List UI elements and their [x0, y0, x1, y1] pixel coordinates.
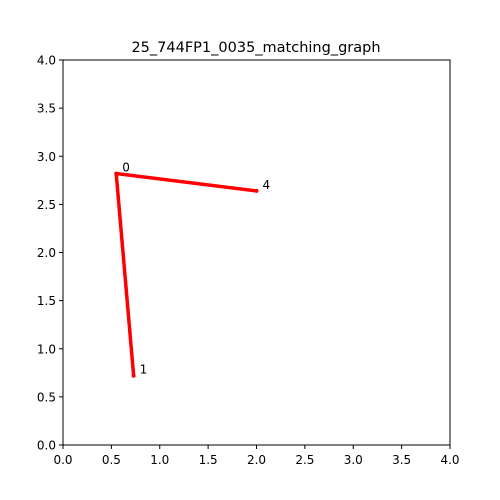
y-tick-label: 1.5	[37, 294, 56, 308]
y-tick-label: 3.5	[37, 102, 56, 116]
node-label-1: 1	[140, 363, 148, 377]
x-tick-label: 1.5	[199, 453, 218, 467]
y-tick-label: 2.0	[37, 246, 56, 260]
edge-0-4	[114, 171, 259, 193]
nodes-layer: 0 4 1	[114, 161, 270, 378]
node-label-4: 4	[263, 178, 271, 192]
x-tick-label: 1.0	[150, 453, 169, 467]
y-tick-label: 4.0	[37, 54, 56, 68]
x-tick-label: 4.0	[440, 453, 459, 467]
x-tick-label: 0.5	[102, 453, 121, 467]
y-tick-label: 3.0	[37, 150, 56, 164]
x-tick-label: 2.5	[295, 453, 314, 467]
y-tick-label: 0.0	[37, 439, 56, 453]
chart-title: 25_744FP1_0035_matching_graph	[131, 40, 380, 56]
node-point-1	[131, 373, 136, 378]
node-label-0: 0	[122, 161, 130, 175]
edges-layer	[114, 171, 259, 378]
y-tick-label: 1.0	[37, 342, 56, 356]
node-point-0	[114, 171, 119, 176]
y-tick-label: 2.5	[37, 198, 56, 212]
plot-frame	[62, 59, 451, 446]
x-tick-label: 0.0	[53, 453, 72, 467]
x-tick-label: 3.5	[392, 453, 411, 467]
x-tick-label: 2.0	[247, 453, 266, 467]
axis-ticks: 0.0 0.5 1.0 1.5 2.0 2.5 3.0 3.5 4.0 0.0 0.5 1.0 1.5 2…	[37, 54, 460, 468]
x-tick-label: 3.0	[344, 453, 363, 467]
edge-0-1	[114, 171, 136, 378]
node-point-4	[254, 188, 259, 193]
y-tick-label: 0.5	[37, 390, 56, 404]
